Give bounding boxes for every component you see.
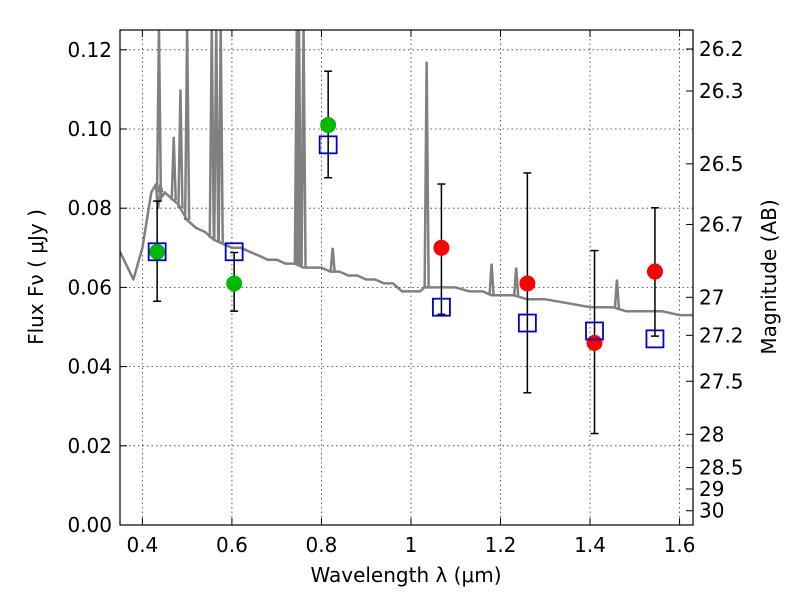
y-tick-label: 0.00 bbox=[67, 513, 112, 537]
right-tick-label: 28 bbox=[699, 422, 724, 446]
markers bbox=[147, 117, 665, 351]
right-tick-label: 26.5 bbox=[699, 152, 744, 176]
emission-line-spike bbox=[157, 184, 164, 193]
x-tick-label: 1.2 bbox=[485, 533, 517, 557]
emission-line-spike bbox=[329, 247, 336, 272]
observed-point bbox=[226, 275, 243, 292]
x-tick-label: 0.8 bbox=[306, 533, 338, 557]
emission-line-spike bbox=[295, 30, 303, 266]
y-tick-label: 0.08 bbox=[67, 196, 112, 220]
emission-line-spike bbox=[423, 61, 430, 288]
emission-line-spike bbox=[512, 267, 520, 297]
emission-line-spike bbox=[212, 30, 220, 241]
x-tick-label: 1.4 bbox=[574, 533, 606, 557]
right-tick-label: 26.2 bbox=[699, 37, 744, 61]
emission-line-spike bbox=[613, 279, 621, 309]
emission-line-spike bbox=[155, 30, 163, 202]
observed-point bbox=[320, 117, 337, 134]
emission-line-spike bbox=[177, 89, 184, 209]
model-point bbox=[318, 135, 338, 155]
x-tick-label: 0.4 bbox=[126, 533, 158, 557]
observed-point bbox=[433, 239, 450, 256]
model-point bbox=[585, 321, 604, 341]
y-tick-label: 0.10 bbox=[67, 117, 112, 141]
right-tick-label: 26.7 bbox=[699, 212, 744, 236]
right-tick-label: 26.3 bbox=[699, 79, 744, 103]
model-point bbox=[224, 242, 244, 262]
emission-line-spike bbox=[183, 30, 191, 221]
right-tick-label: 28.5 bbox=[699, 456, 744, 480]
y-tick-label: 0.06 bbox=[67, 275, 112, 299]
y-tick-label: 0.12 bbox=[67, 38, 112, 62]
emission-line-spike bbox=[488, 263, 495, 296]
model-point bbox=[432, 297, 451, 317]
observed-point bbox=[646, 263, 663, 280]
y-axis-title: Flux Fν ( μJy ) bbox=[24, 209, 48, 345]
plot-frame bbox=[119, 29, 694, 526]
right-tick-label: 30 bbox=[699, 499, 724, 523]
right-tick-label: 29 bbox=[699, 477, 724, 501]
emission-line-spike bbox=[170, 136, 177, 201]
axis-ticks: 0.4 0.6 0.8 1 1.2 1.4 1.6 0.00 0.02 0.04 0.06 0.08 0… bbox=[67, 30, 744, 557]
observed-point bbox=[519, 275, 536, 292]
x-tick-label: 1.6 bbox=[664, 533, 696, 557]
model-point bbox=[147, 242, 167, 262]
x-tick-label: 1 bbox=[405, 533, 418, 557]
y-axis-right-title: Magnitude (AB) bbox=[757, 199, 781, 354]
x-axis-title: Wavelength λ (μm) bbox=[310, 563, 501, 587]
observed-point bbox=[586, 334, 603, 351]
y-tick-label: 0.02 bbox=[67, 434, 112, 458]
emission-line-spike bbox=[208, 30, 216, 238]
spectrum bbox=[120, 30, 693, 317]
model-point bbox=[517, 313, 537, 333]
y-tick-label: 0.04 bbox=[67, 355, 112, 379]
x-tick-label: 0.6 bbox=[216, 533, 248, 557]
right-tick-label: 27.5 bbox=[699, 369, 744, 393]
spectrum-line bbox=[120, 183, 693, 317]
emission-line-spike bbox=[217, 30, 224, 243]
right-tick-label: 27.2 bbox=[699, 323, 744, 347]
emission-line-spike bbox=[300, 30, 307, 268]
right-tick-label: 27 bbox=[699, 285, 724, 309]
observed-point bbox=[149, 243, 166, 260]
model-point bbox=[645, 329, 665, 349]
